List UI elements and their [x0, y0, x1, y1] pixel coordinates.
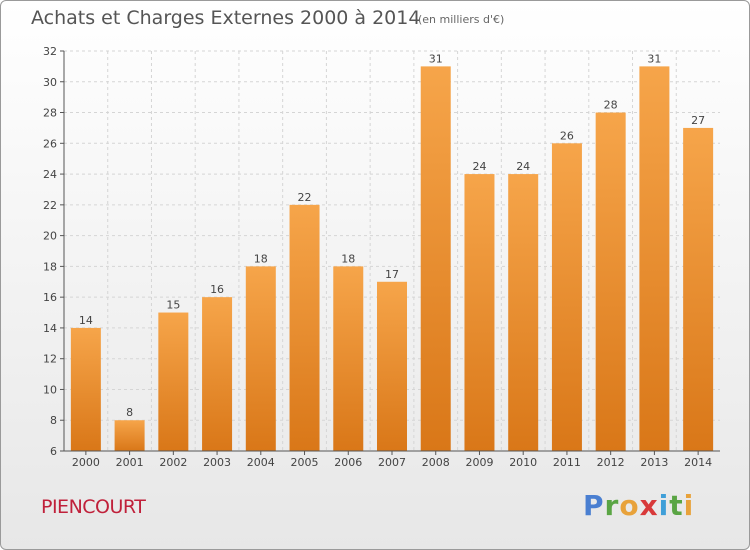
y-tick-label: 12: [43, 353, 57, 366]
y-tick-label: 8: [50, 414, 57, 427]
brand-letter: t: [669, 489, 684, 522]
bars: [70, 66, 714, 452]
y-tick-label: 30: [43, 76, 57, 89]
x-tick-label: 2008: [422, 456, 450, 469]
bar[interactable]: [377, 281, 407, 451]
x-tick-label: 2010: [509, 456, 537, 469]
x-tick-label: 2011: [553, 456, 581, 469]
x-tick-label: 2013: [640, 456, 668, 469]
x-tick-label: 2000: [72, 456, 100, 469]
bar[interactable]: [333, 266, 364, 451]
bar[interactable]: [464, 174, 495, 452]
bar-value-label: 24: [472, 160, 486, 173]
bar[interactable]: [70, 327, 101, 451]
bar[interactable]: [595, 112, 626, 452]
x-tick-label: 2012: [597, 456, 625, 469]
bar[interactable]: [289, 204, 320, 451]
bar[interactable]: [114, 420, 145, 451]
bar[interactable]: [158, 312, 189, 451]
y-tick-label: 32: [43, 45, 57, 58]
bar-value-label: 31: [429, 52, 443, 65]
brand-letter: x: [639, 489, 659, 522]
bar-value-label: 18: [341, 252, 355, 265]
bar-value-label: 31: [647, 52, 661, 65]
bar-value-label: 8: [126, 406, 133, 419]
bar-value-label: 18: [254, 252, 268, 265]
y-tick-label: 18: [43, 260, 57, 273]
x-tick-label: 2007: [378, 456, 406, 469]
brand-letter: i: [658, 489, 670, 522]
brand-letter: P: [583, 489, 605, 522]
y-tick-label: 26: [43, 137, 57, 150]
chart-title: Achats et Charges Externes 2000 à 2014: [31, 7, 421, 29]
bar-value-label: 22: [298, 191, 312, 204]
value-labels: 14 8 15 16 18 22 18 17 31 24 24 26 28 31 27: [79, 52, 705, 419]
proxiti-logo[interactable]: Proxiti: [583, 489, 694, 522]
x-tick-label: 2003: [203, 456, 231, 469]
axes: 6 8 10 12 14 16 18 20 22 24 26 28 30 32 2000 2001 2002 20…: [43, 45, 720, 469]
bar[interactable]: [551, 143, 582, 452]
bar-value-label: 17: [385, 268, 399, 281]
brand-letter: o: [619, 489, 640, 522]
bar[interactable]: [202, 297, 233, 451]
y-tick-label: 10: [43, 383, 57, 396]
x-tick-label: 2006: [334, 456, 362, 469]
x-tick-label: 2005: [291, 456, 319, 469]
brand-letter: r: [604, 489, 620, 522]
x-tick-label: 2002: [159, 456, 187, 469]
bar[interactable]: [508, 174, 539, 452]
x-tick-label: 2004: [247, 456, 275, 469]
y-tick-label: 28: [43, 107, 57, 120]
y-tick-label: 6: [50, 445, 57, 458]
bar-value-label: 24: [516, 160, 530, 173]
chart-unit: (en milliers d'€): [418, 13, 505, 26]
bar[interactable]: [639, 66, 670, 451]
bar-value-label: 26: [560, 129, 574, 142]
y-tick-label: 24: [43, 168, 57, 181]
bar-value-label: 16: [210, 283, 224, 296]
bar[interactable]: [420, 66, 451, 451]
bar-value-label: 15: [166, 299, 180, 312]
bar-value-label: 27: [691, 114, 705, 127]
bar-value-label: 14: [79, 314, 93, 327]
bar[interactable]: [245, 266, 276, 451]
x-tick-label: 2014: [684, 456, 712, 469]
bar-value-label: 28: [604, 99, 618, 112]
y-tick-label: 22: [43, 199, 57, 212]
y-tick-label: 14: [43, 322, 57, 335]
x-tick-label: 2001: [116, 456, 144, 469]
y-tick-label: 20: [43, 230, 57, 243]
bar[interactable]: [683, 127, 714, 451]
brand-letter: i: [683, 489, 695, 522]
x-tick-label: 2009: [465, 456, 493, 469]
y-tick-label: 16: [43, 291, 57, 304]
town-name: PIENCOURT: [41, 496, 146, 518]
